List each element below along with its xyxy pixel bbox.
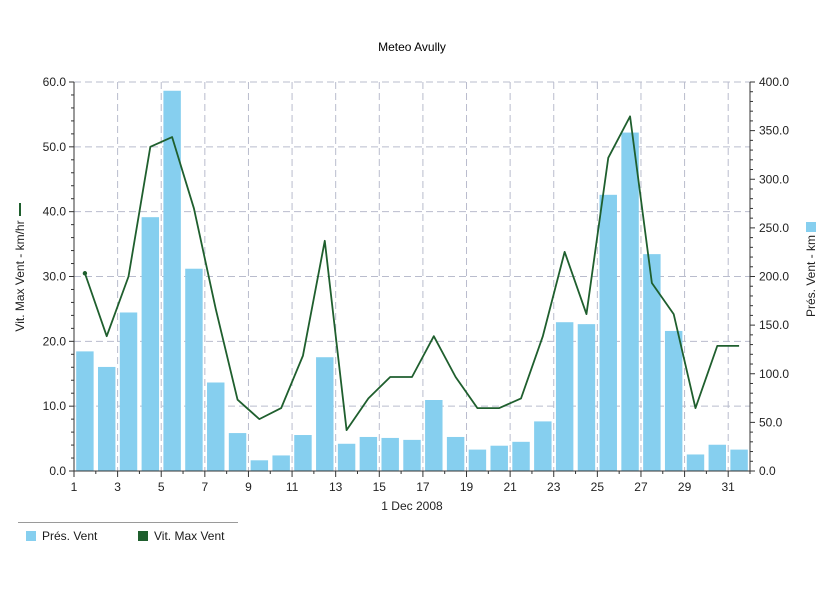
y-right-axis-title: Prés. Vent - km — [804, 235, 818, 317]
x-tick-label: 27 — [634, 480, 648, 494]
x-tick-label: 15 — [373, 480, 387, 494]
legend: Prés. Vent Vit. Max Vent — [18, 522, 238, 543]
bar — [97, 366, 116, 471]
y-left-tick-label: 40.0 — [43, 205, 67, 219]
legend-label-line: Vit. Max Vent — [154, 529, 225, 543]
bar — [207, 382, 225, 471]
y-right-tick-label: 350.0 — [759, 124, 789, 138]
bar — [577, 324, 596, 471]
y-left-axis-title: Vit. Max Vent - km/hr — [13, 220, 27, 331]
chart-title: Meteo Avully — [378, 40, 446, 54]
bar — [272, 455, 290, 471]
y-right-tick-label: 100.0 — [759, 367, 789, 381]
legend-swatch-bars — [26, 531, 36, 541]
bar — [294, 435, 312, 471]
bar — [403, 439, 421, 471]
legend-item-bars: Prés. Vent — [26, 529, 97, 543]
y-left-tick-label: 60.0 — [43, 75, 67, 89]
bar — [250, 460, 269, 471]
bar — [490, 445, 508, 471]
y-right-tick-label: 250.0 — [759, 221, 789, 235]
x-tick-label: 19 — [460, 480, 474, 494]
bar — [425, 400, 443, 471]
bar — [621, 132, 639, 471]
bar — [730, 449, 748, 471]
y-left-tick-label: 0.0 — [49, 464, 66, 478]
x-tick-label: 1 — [71, 480, 78, 494]
line-point — [82, 271, 88, 276]
bar — [708, 444, 727, 471]
y-right-tick-label: 0.0 — [759, 464, 776, 478]
bar — [141, 217, 160, 471]
y-right-tick-label: 150.0 — [759, 318, 789, 332]
x-tick-label: 17 — [416, 480, 430, 494]
legend-item-line: Vit. Max Vent — [138, 529, 224, 543]
y-left-tick-label: 10.0 — [43, 399, 67, 413]
bar — [228, 433, 247, 471]
y-right-tick-label: 400.0 — [759, 75, 789, 89]
bar — [381, 437, 399, 471]
bar — [599, 194, 617, 471]
x-tick-label: 25 — [591, 480, 605, 494]
bar — [163, 90, 181, 471]
bar — [119, 312, 138, 471]
x-tick-label: 5 — [158, 480, 165, 494]
y-left-tick-label: 20.0 — [43, 334, 67, 348]
y-left-tick-label: 50.0 — [43, 140, 67, 154]
x-tick-label: 31 — [722, 480, 736, 494]
bar — [446, 436, 465, 471]
legend-label-bars: Prés. Vent — [42, 529, 98, 543]
bar — [512, 441, 530, 471]
bar — [534, 421, 552, 471]
bar — [359, 436, 378, 471]
y-right-tick-label: 200.0 — [759, 270, 789, 284]
x-tick-label: 23 — [547, 480, 561, 494]
x-tick-label: 11 — [286, 480, 299, 494]
bar — [643, 254, 661, 471]
x-tick-label: 13 — [329, 480, 343, 494]
y-right-series-marker — [806, 222, 816, 232]
bar — [555, 322, 574, 471]
y-left-tick-label: 30.0 — [43, 270, 67, 284]
x-tick-label: 9 — [245, 480, 252, 494]
y-right-tick-label: 50.0 — [759, 415, 783, 429]
bar — [337, 443, 356, 471]
bar — [76, 351, 94, 471]
legend-swatch-line — [138, 531, 148, 541]
bar — [316, 357, 334, 471]
x-tick-label: 7 — [201, 480, 208, 494]
y-right-tick-label: 300.0 — [759, 172, 789, 186]
x-axis-title: 1 Dec 2008 — [381, 499, 443, 513]
x-tick-label: 21 — [503, 480, 517, 494]
x-tick-label: 3 — [114, 480, 121, 494]
x-tick-label: 29 — [678, 480, 692, 494]
bar — [468, 449, 487, 471]
bar — [686, 454, 705, 471]
line-series — [84, 115, 740, 432]
bar — [185, 268, 203, 471]
bar — [664, 330, 683, 471]
